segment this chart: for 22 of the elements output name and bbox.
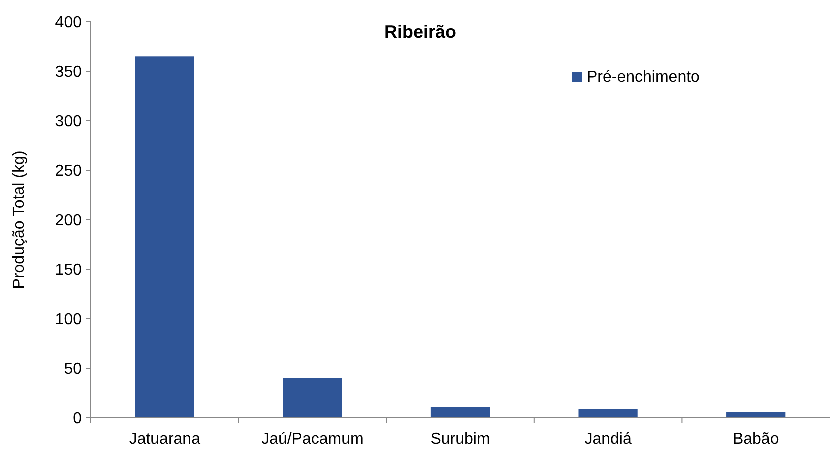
bar	[726, 412, 786, 418]
x-tick-label: Surubim	[430, 431, 490, 448]
x-tick-label: Jaú/Pacamum	[262, 431, 364, 448]
x-tick-label: Babão	[732, 431, 780, 448]
y-tick-label: 50	[64, 361, 82, 378]
bar	[430, 407, 490, 418]
bar	[578, 409, 638, 418]
bar	[135, 56, 194, 418]
y-tick-label: 300	[55, 114, 82, 131]
x-tick-label: Jatuarana	[129, 431, 201, 448]
y-tick-label: 0	[73, 410, 82, 428]
y-tick-label: 400	[55, 14, 82, 32]
y-axis-title: Produção Total (kg)	[11, 150, 28, 290]
chart-title: Ribeirão	[384, 22, 457, 42]
y-tick-label: 150	[55, 262, 82, 280]
y-tick-label: 350	[55, 64, 82, 82]
legend-label: Pré-enchimento	[587, 69, 700, 86]
bar	[283, 378, 342, 418]
x-tick-label: Jandiá	[584, 431, 632, 448]
y-tick-label: 250	[55, 163, 82, 180]
y-tick-label: 100	[55, 312, 82, 329]
y-tick-label: 200	[55, 212, 82, 230]
